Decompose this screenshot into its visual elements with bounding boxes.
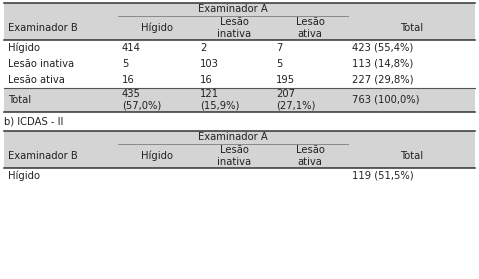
Bar	[348, 40, 475, 56]
Bar	[196, 40, 272, 56]
Bar	[348, 131, 475, 144]
Bar	[272, 131, 348, 144]
Bar	[272, 144, 348, 168]
Bar	[348, 3, 475, 16]
Text: 16: 16	[200, 75, 213, 85]
Text: 2: 2	[200, 43, 206, 53]
Text: 113 (14,8%): 113 (14,8%)	[352, 59, 413, 69]
Bar	[272, 56, 348, 72]
Text: 16: 16	[122, 75, 135, 85]
Text: Examinador A: Examinador A	[198, 4, 268, 15]
Bar	[196, 168, 272, 184]
Bar	[272, 88, 348, 112]
Bar	[348, 16, 475, 40]
Text: 435
(57,0%): 435 (57,0%)	[122, 89, 161, 111]
Bar	[348, 72, 475, 88]
Bar	[272, 16, 348, 40]
Text: Total: Total	[400, 23, 423, 33]
Bar	[118, 72, 196, 88]
Text: Examinador B: Examinador B	[8, 23, 78, 33]
Bar	[4, 144, 118, 168]
Bar	[348, 144, 475, 168]
Text: Examinador A: Examinador A	[198, 133, 268, 143]
Bar	[272, 168, 348, 184]
Text: 414: 414	[122, 43, 141, 53]
Bar	[196, 131, 272, 144]
Bar	[4, 56, 118, 72]
Bar	[118, 40, 196, 56]
Bar	[4, 3, 118, 16]
Text: Lesão ativa: Lesão ativa	[8, 75, 65, 85]
Text: Hígido: Hígido	[8, 43, 40, 53]
Bar	[348, 168, 475, 184]
Text: 763 (100,0%): 763 (100,0%)	[352, 95, 420, 105]
Text: 195: 195	[276, 75, 295, 85]
Bar	[196, 56, 272, 72]
Bar	[118, 168, 196, 184]
Text: Lesão
ativa: Lesão ativa	[296, 145, 324, 167]
Bar	[4, 88, 118, 112]
Text: b) ICDAS - II: b) ICDAS - II	[4, 116, 63, 126]
Bar	[118, 131, 196, 144]
Bar	[118, 16, 196, 40]
Text: Hígido: Hígido	[8, 171, 40, 181]
Bar	[196, 72, 272, 88]
Bar	[4, 72, 118, 88]
Bar	[118, 88, 196, 112]
Bar	[272, 72, 348, 88]
Text: 121
(15,9%): 121 (15,9%)	[200, 89, 240, 111]
Bar	[118, 56, 196, 72]
Text: 5: 5	[122, 59, 128, 69]
Bar	[4, 16, 118, 40]
Text: 119 (51,5%): 119 (51,5%)	[352, 171, 414, 181]
Bar	[272, 40, 348, 56]
Bar	[4, 168, 118, 184]
Text: 7: 7	[276, 43, 283, 53]
Bar	[118, 3, 196, 16]
Bar	[196, 88, 272, 112]
Bar	[196, 144, 272, 168]
Bar	[118, 144, 196, 168]
Text: 227 (29,8%): 227 (29,8%)	[352, 75, 413, 85]
Text: Hígido: Hígido	[141, 151, 173, 161]
Bar	[4, 131, 118, 144]
Text: Lesão
inativa: Lesão inativa	[217, 17, 251, 39]
Bar	[272, 3, 348, 16]
Bar	[348, 56, 475, 72]
Text: Lesão inativa: Lesão inativa	[8, 59, 74, 69]
Text: 207
(27,1%): 207 (27,1%)	[276, 89, 315, 111]
Bar	[348, 88, 475, 112]
Text: 103: 103	[200, 59, 219, 69]
Text: Hígido: Hígido	[141, 23, 173, 33]
Bar	[4, 40, 118, 56]
Text: Lesão
inativa: Lesão inativa	[217, 145, 251, 167]
Text: Total: Total	[400, 151, 423, 161]
Text: Total: Total	[8, 95, 31, 105]
Text: 423 (55,4%): 423 (55,4%)	[352, 43, 413, 53]
Text: Lesão
ativa: Lesão ativa	[296, 17, 324, 39]
Bar	[196, 16, 272, 40]
Bar	[196, 3, 272, 16]
Text: Examinador B: Examinador B	[8, 151, 78, 161]
Text: 5: 5	[276, 59, 283, 69]
